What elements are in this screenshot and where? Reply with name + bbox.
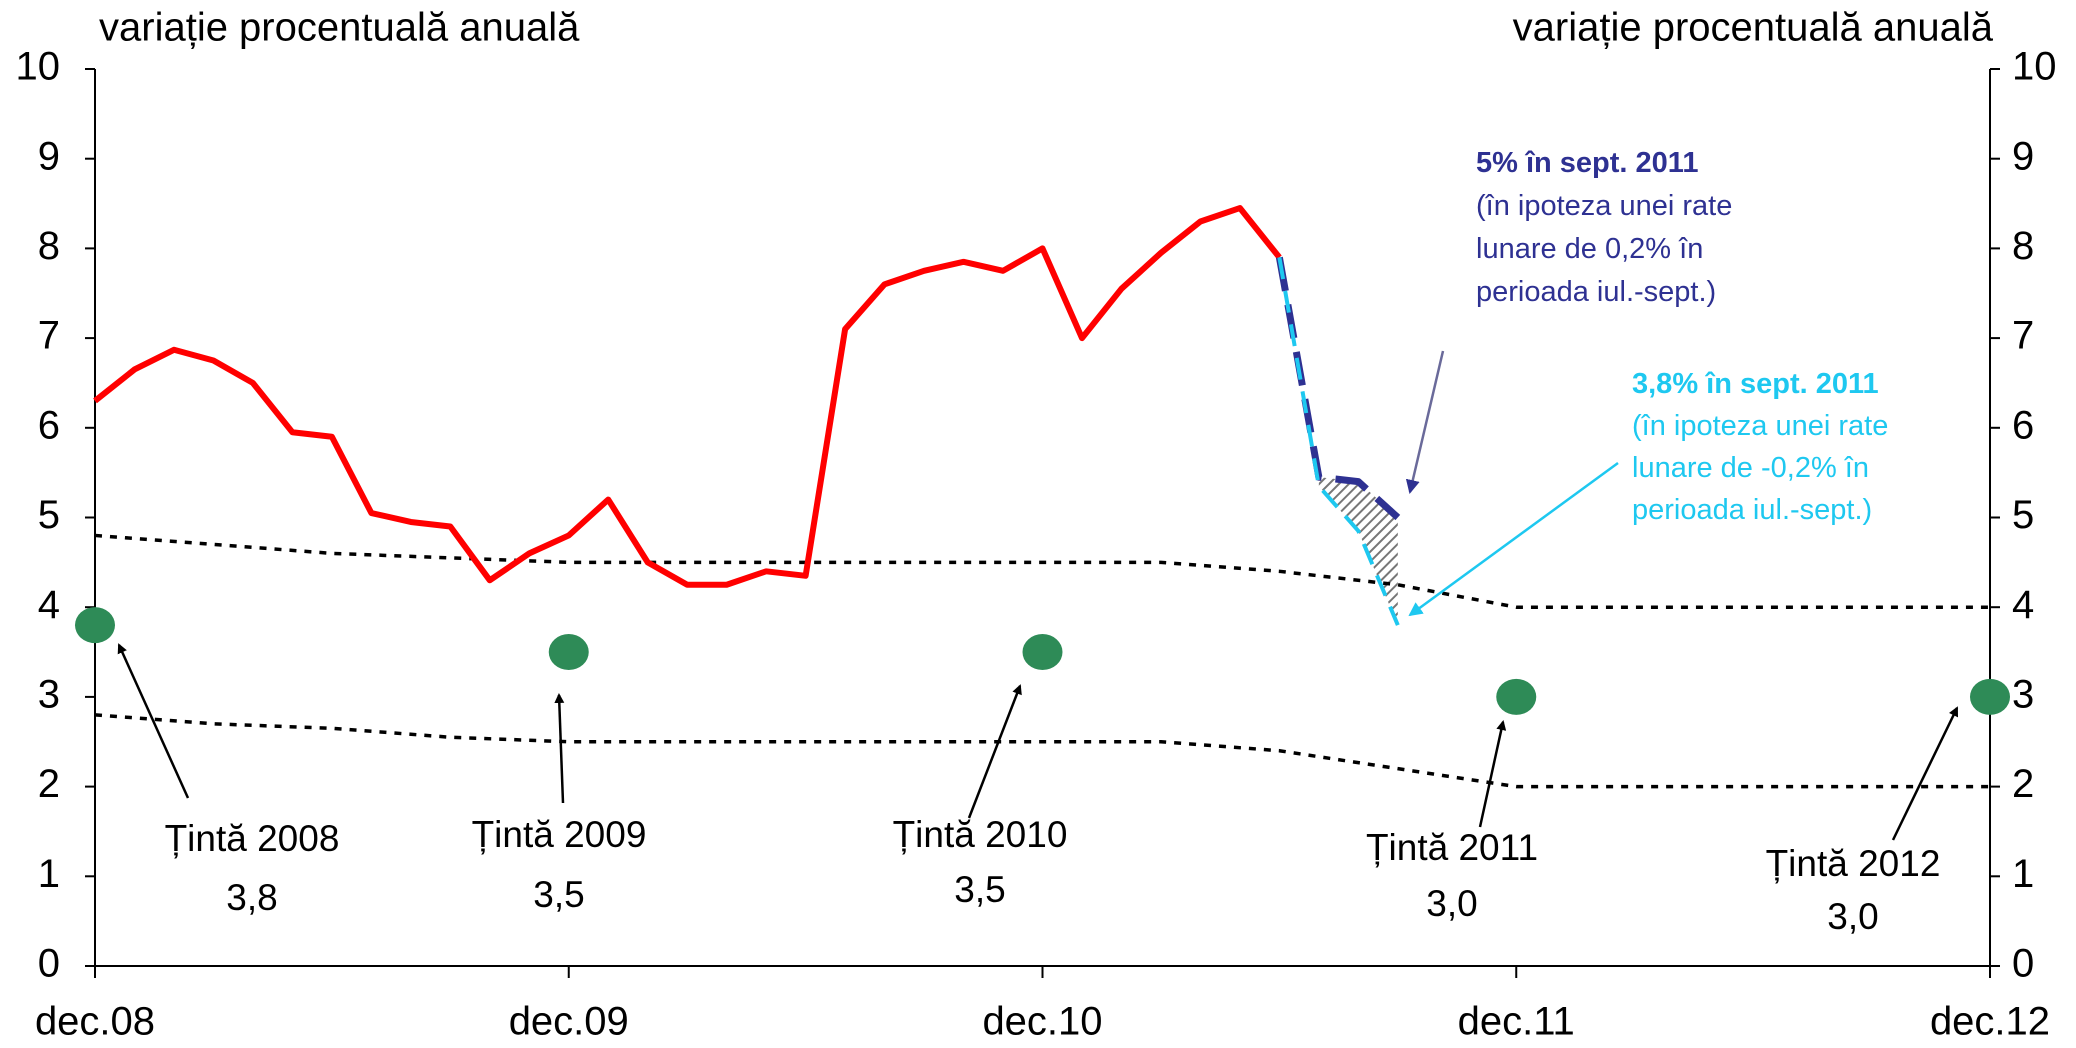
target-value-label: 3,5	[954, 869, 1005, 910]
line-series	[93, 205, 1282, 588]
y2-tick-label: 5	[2012, 493, 2034, 537]
target-arrow	[1891, 706, 1959, 841]
target-label: Țintă 2008	[165, 818, 340, 859]
y-tick-label: 7	[38, 314, 60, 358]
line-series	[94, 713, 1990, 789]
y2-tick-label: 9	[2012, 134, 2034, 178]
y2-tick-label: 6	[2012, 403, 2034, 447]
target-label: Țintă 2011	[1366, 827, 1538, 868]
annotation-text: (în ipoteza unei rate	[1476, 190, 1732, 222]
y-tick-label: 5	[38, 493, 60, 537]
x-tick-label: dec.11	[1458, 1000, 1575, 1043]
target-arrow	[967, 684, 1022, 819]
y-tick-label: 0	[38, 942, 60, 986]
target-arrow	[117, 643, 190, 799]
target-value-label: 3,0	[1426, 883, 1477, 924]
target-label: Țintă 2012	[1766, 843, 1941, 884]
target-arrow	[1478, 720, 1507, 828]
target-point	[1970, 678, 2010, 715]
y-tick-label: 8	[38, 224, 60, 268]
x-tick-label: dec.10	[982, 1000, 1102, 1043]
target-point	[75, 607, 115, 644]
y2-tick-label: 4	[2012, 583, 2034, 627]
line-series	[1275, 256, 1401, 521]
line-series	[94, 533, 1990, 609]
y2-axis-label: variație procentuală anuală	[1513, 6, 1994, 50]
annotation-arrow	[1405, 350, 1445, 494]
x-tick-label: dec.08	[35, 1000, 155, 1043]
target-label: Țintă 2010	[893, 814, 1068, 855]
target-value-label: 3,5	[533, 874, 584, 915]
annotation-text: perioada iul.-sept.)	[1476, 276, 1716, 308]
annotation-text: perioada iul.-sept.)	[1632, 494, 1872, 526]
target-value-label: 3,8	[226, 877, 277, 918]
annotation-text: 5% în sept. 2011	[1476, 147, 1698, 179]
y-tick-label: 2	[38, 762, 60, 806]
y2-tick-label: 8	[2012, 224, 2034, 268]
target-arrow	[554, 693, 565, 804]
target-point	[1496, 678, 1537, 715]
target-value-label: 3,0	[1827, 896, 1878, 937]
y2-tick-label: 10	[2012, 45, 2057, 89]
y-tick-label: 10	[16, 45, 61, 89]
y-axis-label: variație procentuală anuală	[99, 6, 580, 50]
y-tick-label: 3	[38, 672, 60, 716]
annotation-text: 3,8% în sept. 2011	[1632, 368, 1879, 400]
y-tick-label: 1	[38, 852, 60, 896]
y2-tick-label: 1	[2012, 852, 2034, 896]
annotation-text: lunare de 0,2% în	[1476, 233, 1703, 265]
y-tick-label: 6	[38, 403, 60, 447]
target-point	[1022, 634, 1063, 671]
target-point	[548, 634, 589, 671]
line-series	[1277, 257, 1400, 626]
annotation-text: (în ipoteza unei rate	[1632, 410, 1888, 442]
y2-tick-label: 7	[2012, 314, 2034, 358]
x-tick-label: dec.09	[509, 1000, 629, 1043]
target-label: Țintă 2009	[472, 814, 647, 855]
y-tick-label: 9	[38, 134, 60, 178]
annotation-text: lunare de -0,2% în	[1632, 452, 1869, 484]
annotation-arrow	[1408, 461, 1619, 617]
y2-tick-label: 2	[2012, 762, 2034, 806]
x-tick-label: dec.12	[1930, 1000, 2050, 1043]
y2-tick-label: 0	[2012, 942, 2034, 986]
y-tick-label: 4	[38, 583, 60, 627]
forecast-range	[1318, 477, 1398, 626]
y2-tick-label: 3	[2012, 672, 2034, 716]
